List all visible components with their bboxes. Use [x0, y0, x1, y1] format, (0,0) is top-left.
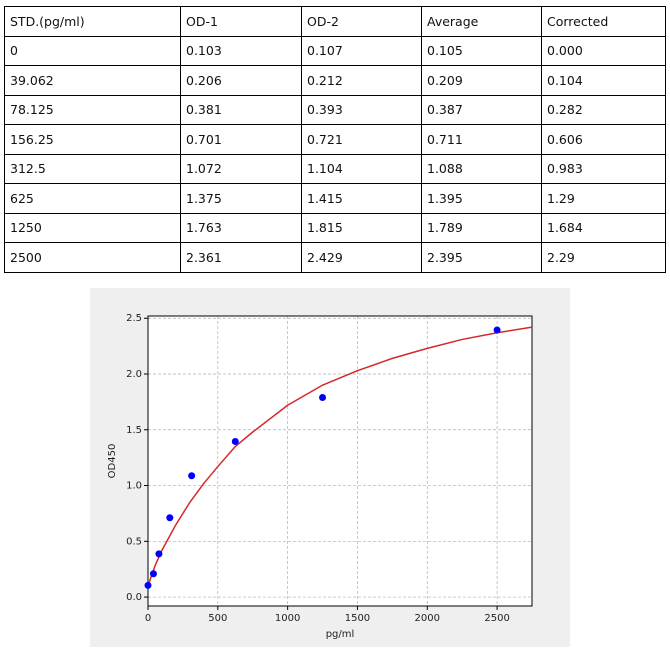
x-tick-label: 0 [145, 613, 151, 624]
table-cell: 0.103 [180, 35, 302, 66]
plot-area [148, 316, 532, 606]
table-row: 2500 2.361 2.429 2.395 2.29 [4, 242, 666, 273]
table-cell: 1.395 [421, 183, 542, 214]
data-point [493, 326, 501, 334]
table-row: 0 0.103 0.107 0.105 0.000 [4, 35, 666, 66]
table-cell: 1250 [4, 212, 181, 243]
y-tick-label: 0.5 [126, 536, 142, 547]
data-point [319, 394, 327, 402]
table-cell: 1.415 [301, 183, 422, 214]
x-tick-label: 2000 [415, 613, 440, 624]
table-cell: 1.684 [541, 212, 666, 243]
x-axis-label: pg/ml [326, 629, 355, 640]
table-cell: 1.789 [421, 212, 542, 243]
header-cell: Average [421, 6, 542, 37]
table-cell: 0 [4, 35, 181, 66]
table-cell: 0.381 [180, 94, 302, 125]
table-cell: 1.815 [301, 212, 422, 243]
table-body: STD.(pg/ml) OD-1 OD-2 Average Corrected 0 0.10… [4, 6, 666, 273]
y-tick-label: 1.5 [126, 425, 142, 436]
table-cell: 2.361 [180, 242, 302, 273]
table-cell: 2500 [4, 242, 181, 273]
table-cell: 1.104 [301, 153, 422, 184]
table-cell: 1.29 [541, 183, 666, 214]
data-point [155, 550, 163, 558]
header-cell: Corrected [541, 6, 666, 37]
table-row: 39.062 0.206 0.212 0.209 0.104 [4, 65, 666, 96]
data-point [149, 570, 157, 578]
table-cell: 0.212 [301, 65, 422, 96]
chart: 0 500 1000 1500 2000 2500 0.0 0.5 1.0 1.5 2.0 2.5 pg… [107, 313, 533, 640]
table-row: 156.25 0.701 0.721 0.711 0.606 [4, 124, 666, 155]
table-cell: 0.282 [541, 94, 666, 125]
table-cell: 39.062 [4, 65, 181, 96]
x-tick-label: 1000 [275, 613, 300, 624]
y-tick-label: 1.0 [126, 481, 142, 492]
table-cell: 0.206 [180, 65, 302, 96]
table-cell: 0.209 [421, 65, 542, 96]
standard-table: STD.(pg/ml) OD-1 OD-2 Average Corrected 0 0.10… [4, 6, 666, 273]
table-cell: 156.25 [4, 124, 181, 155]
table-cell: 1.088 [421, 153, 542, 184]
table-cell: 1.763 [180, 212, 302, 243]
table-cell: 625 [4, 183, 181, 214]
table-cell: 0.393 [301, 94, 422, 125]
x-tick-label: 500 [208, 613, 227, 624]
table-cell: 0.606 [541, 124, 666, 155]
table-cell: 2.429 [301, 242, 422, 273]
data-point [144, 581, 152, 589]
table-cell: 0.105 [421, 35, 542, 66]
table-cell: 0.104 [541, 65, 666, 96]
table-cell: 0.387 [421, 94, 542, 125]
fit-curve [147, 326, 533, 587]
x-tick-label: 1500 [345, 613, 370, 624]
table-cell: 0.000 [541, 35, 666, 66]
table-row: 312.5 1.072 1.104 1.088 0.983 [4, 153, 666, 184]
y-tick-label: 0.0 [126, 592, 142, 603]
y-tick-label: 2.0 [126, 369, 142, 380]
table-cell: 1.072 [180, 153, 302, 184]
data-point [231, 437, 239, 445]
table-cell: 0.107 [301, 35, 422, 66]
header-row: STD.(pg/ml) OD-1 OD-2 Average Corrected [4, 6, 666, 37]
table-row: 78.125 0.381 0.393 0.387 0.282 [4, 94, 666, 125]
y-tick-label: 2.5 [126, 313, 142, 324]
data-point [188, 472, 196, 480]
header-cell: OD-2 [301, 6, 422, 37]
data-point [166, 514, 174, 522]
x-tick-label: 2500 [484, 613, 509, 624]
table-cell: 0.721 [301, 124, 422, 155]
table-cell: 0.701 [180, 124, 302, 155]
table-row: 1250 1.763 1.815 1.789 1.684 [4, 212, 666, 243]
table-row: 625 1.375 1.415 1.395 1.29 [4, 183, 666, 214]
table-cell: 2.395 [421, 242, 542, 273]
header-cell: STD.(pg/ml) [4, 6, 181, 37]
plot-frame [147, 315, 533, 607]
header-cell: OD-1 [180, 6, 302, 37]
chart-panel: 0 500 1000 1500 2000 2500 0.0 0.5 1.0 1.5 2.0 2.5 pg… [90, 288, 570, 647]
table-cell: 78.125 [4, 94, 181, 125]
table-cell: 2.29 [541, 242, 666, 273]
table-cell: 0.711 [421, 124, 542, 155]
y-axis-label: OD450 [107, 444, 118, 479]
table-cell: 312.5 [4, 153, 181, 184]
table-cell: 1.375 [180, 183, 302, 214]
table-cell: 0.983 [541, 153, 666, 184]
